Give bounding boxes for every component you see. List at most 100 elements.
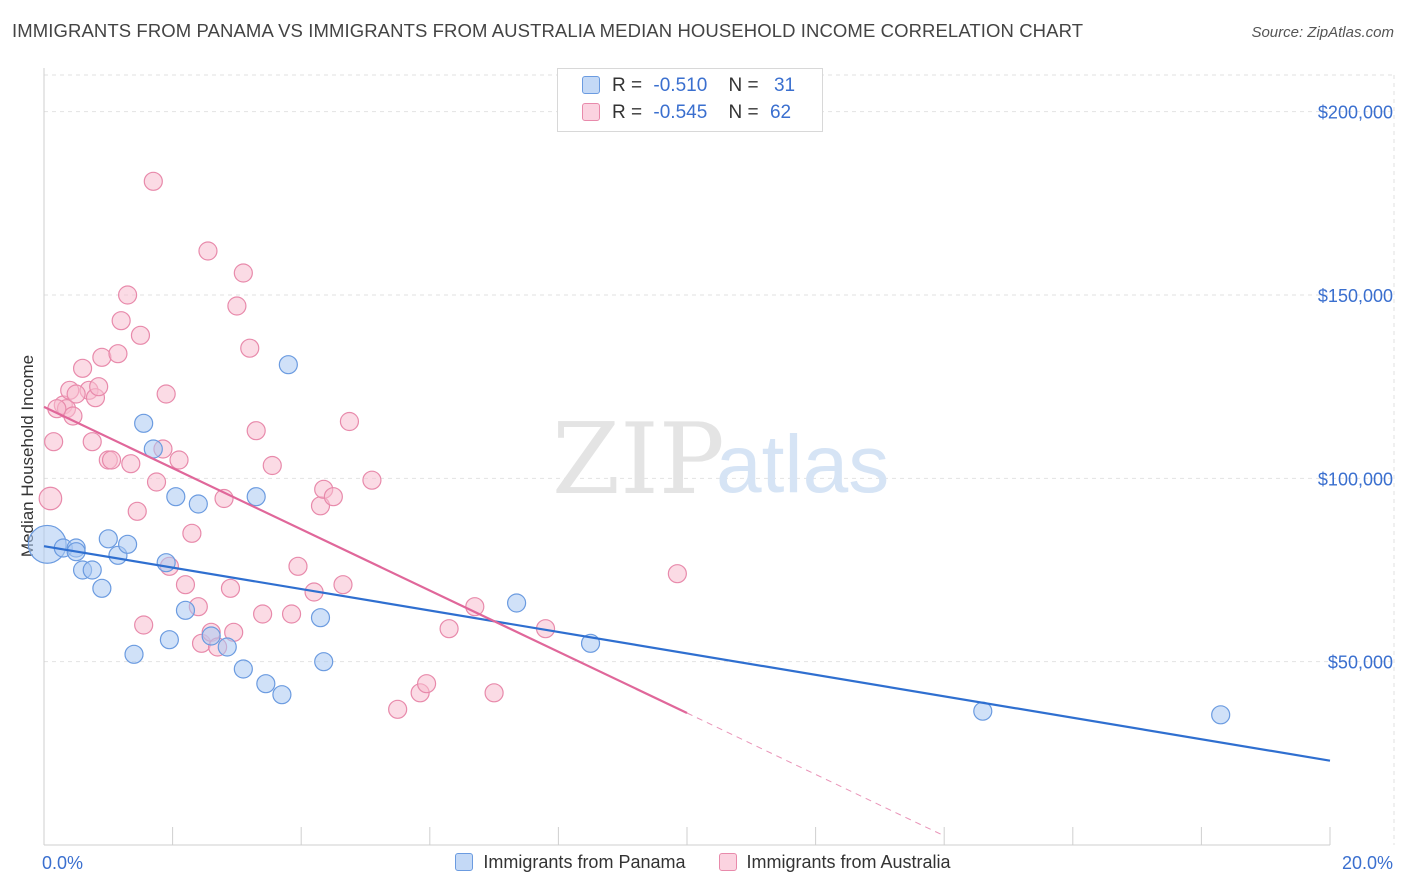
panama-point-25	[314, 652, 334, 672]
panama-point-20	[246, 487, 266, 507]
panama-point-12	[156, 553, 176, 573]
x-tick-label-1: 20.0%	[1342, 853, 1393, 873]
watermark-atlas: atlas	[716, 419, 889, 510]
australia-point-17	[121, 454, 141, 474]
watermark-zip: ZIP	[552, 403, 725, 517]
x-tick-label-0: 0.0%	[42, 853, 83, 873]
chart-source: Source: ZipAtlas.com	[1251, 24, 1394, 41]
bottom-legend-australia: Immigrants from Australia	[718, 852, 951, 873]
australia-point-19	[130, 325, 151, 345]
australia-point-8	[82, 432, 102, 452]
panama-point-26	[507, 593, 527, 613]
chart-title: IMMIGRANTS FROM PANAMA VS IMMIGRANTS FRO…	[12, 20, 1084, 41]
watermark: ZIP atlas	[552, 403, 889, 517]
australia-point-11	[92, 347, 112, 367]
australia-point-0	[38, 486, 63, 511]
axes	[43, 68, 1331, 846]
panama-point-9	[124, 644, 144, 664]
australia-point-43	[281, 604, 302, 624]
legend-australia-n-label: N =	[728, 102, 759, 123]
panama-point-14	[166, 487, 186, 507]
bottom-australia-swatch	[718, 853, 737, 871]
australia-point-51	[362, 470, 382, 490]
australia-point-44	[288, 556, 308, 576]
australia-point-27	[175, 575, 196, 595]
bottom-legend-australia-label: Immigrants from Australia	[746, 852, 951, 872]
legend-panama-r-label: R =	[612, 75, 643, 96]
australia-point-50	[339, 411, 360, 432]
australia-point-39	[240, 338, 260, 358]
australia-point-59	[667, 564, 687, 584]
panama-point-8	[117, 534, 138, 554]
australia-point-1	[44, 432, 64, 452]
panama-point-16	[188, 494, 208, 514]
panama-point-22	[272, 685, 292, 705]
australia-point-52	[388, 699, 408, 719]
australia-point-14	[108, 344, 128, 364]
panama-point-15	[175, 600, 196, 620]
bottom-legend-panama: Immigrants from Panama	[455, 852, 685, 873]
bottom-legend: Immigrants from Panama Immigrants from A…	[0, 852, 1406, 873]
legend-panama-n-value: 31	[773, 75, 796, 96]
panama-point-17	[201, 626, 221, 646]
legend-panama-n-label: N =	[728, 75, 759, 96]
australia-points	[38, 171, 687, 719]
australia-point-42	[262, 455, 282, 476]
panama-point-4	[82, 560, 102, 580]
australia-point-35	[220, 578, 241, 598]
australia-point-16	[117, 285, 138, 305]
australia-point-31	[198, 241, 218, 261]
y-tick-label-0: $50,000	[1328, 653, 1393, 673]
trend-lines	[43, 405, 1331, 837]
australia-point-37	[227, 296, 247, 316]
y-tick-label-2: $150,000	[1318, 286, 1393, 306]
australia-point-6	[72, 358, 93, 378]
panama-point-13	[159, 630, 179, 650]
australia-point-49	[333, 575, 353, 595]
australia-swatch	[582, 103, 600, 121]
y-tick-label-1: $100,000	[1318, 469, 1393, 489]
australia-point-5	[63, 406, 83, 426]
panama-swatch	[582, 76, 600, 94]
australia-point-61	[66, 384, 86, 404]
panama-point-24	[310, 608, 331, 628]
australia-point-20	[134, 615, 154, 635]
y-tick-labels: $50,000 $100,000 $150,000 $200,000	[1318, 103, 1393, 673]
panama-point-6	[98, 529, 118, 549]
australia-point-21	[143, 171, 163, 191]
australia-point-10	[89, 377, 109, 397]
australia-point-48	[323, 487, 343, 507]
panama-point-29	[1211, 705, 1231, 725]
australia-point-54	[416, 674, 437, 694]
australia-point-13	[101, 450, 122, 470]
australia-point-26	[169, 450, 189, 470]
australia-point-15	[111, 311, 131, 331]
legend: R = -0.510 N = 31 R = -0.545 N = 62	[557, 68, 823, 132]
y-tick-label-3: $200,000	[1318, 103, 1393, 123]
australia-point-40	[246, 421, 266, 441]
panama-point-21	[256, 674, 276, 694]
panama-point-10	[134, 413, 154, 433]
australia-point-57	[484, 683, 504, 703]
bottom-legend-panama-label: Immigrants from Panama	[483, 852, 686, 872]
australia-point-38	[233, 263, 253, 283]
panama-trend-line	[43, 545, 1331, 762]
x-tick-labels: 0.0% 20.0%	[42, 853, 1393, 873]
australia-point-18	[127, 501, 147, 521]
australia-point-22	[146, 472, 167, 492]
panama-point-23	[278, 355, 298, 375]
legend-row-panama: R = -0.510 N = 31	[582, 75, 795, 99]
legend-australia-r-label: R =	[612, 102, 643, 123]
australia-point-24	[156, 384, 176, 404]
panama-point-5	[92, 578, 112, 598]
panama-point-18	[217, 637, 237, 657]
australia-point-55	[439, 619, 459, 639]
bottom-panama-swatch	[455, 853, 474, 871]
australia-trend-line	[43, 405, 688, 714]
legend-row-australia: R = -0.545 N = 62	[582, 102, 791, 126]
legend-australia-n-value: 62	[769, 102, 792, 123]
legend-australia-r-value: -0.545	[653, 102, 708, 123]
legend-panama-r-value: -0.510	[653, 75, 708, 96]
australia-trend-extension	[686, 712, 945, 837]
